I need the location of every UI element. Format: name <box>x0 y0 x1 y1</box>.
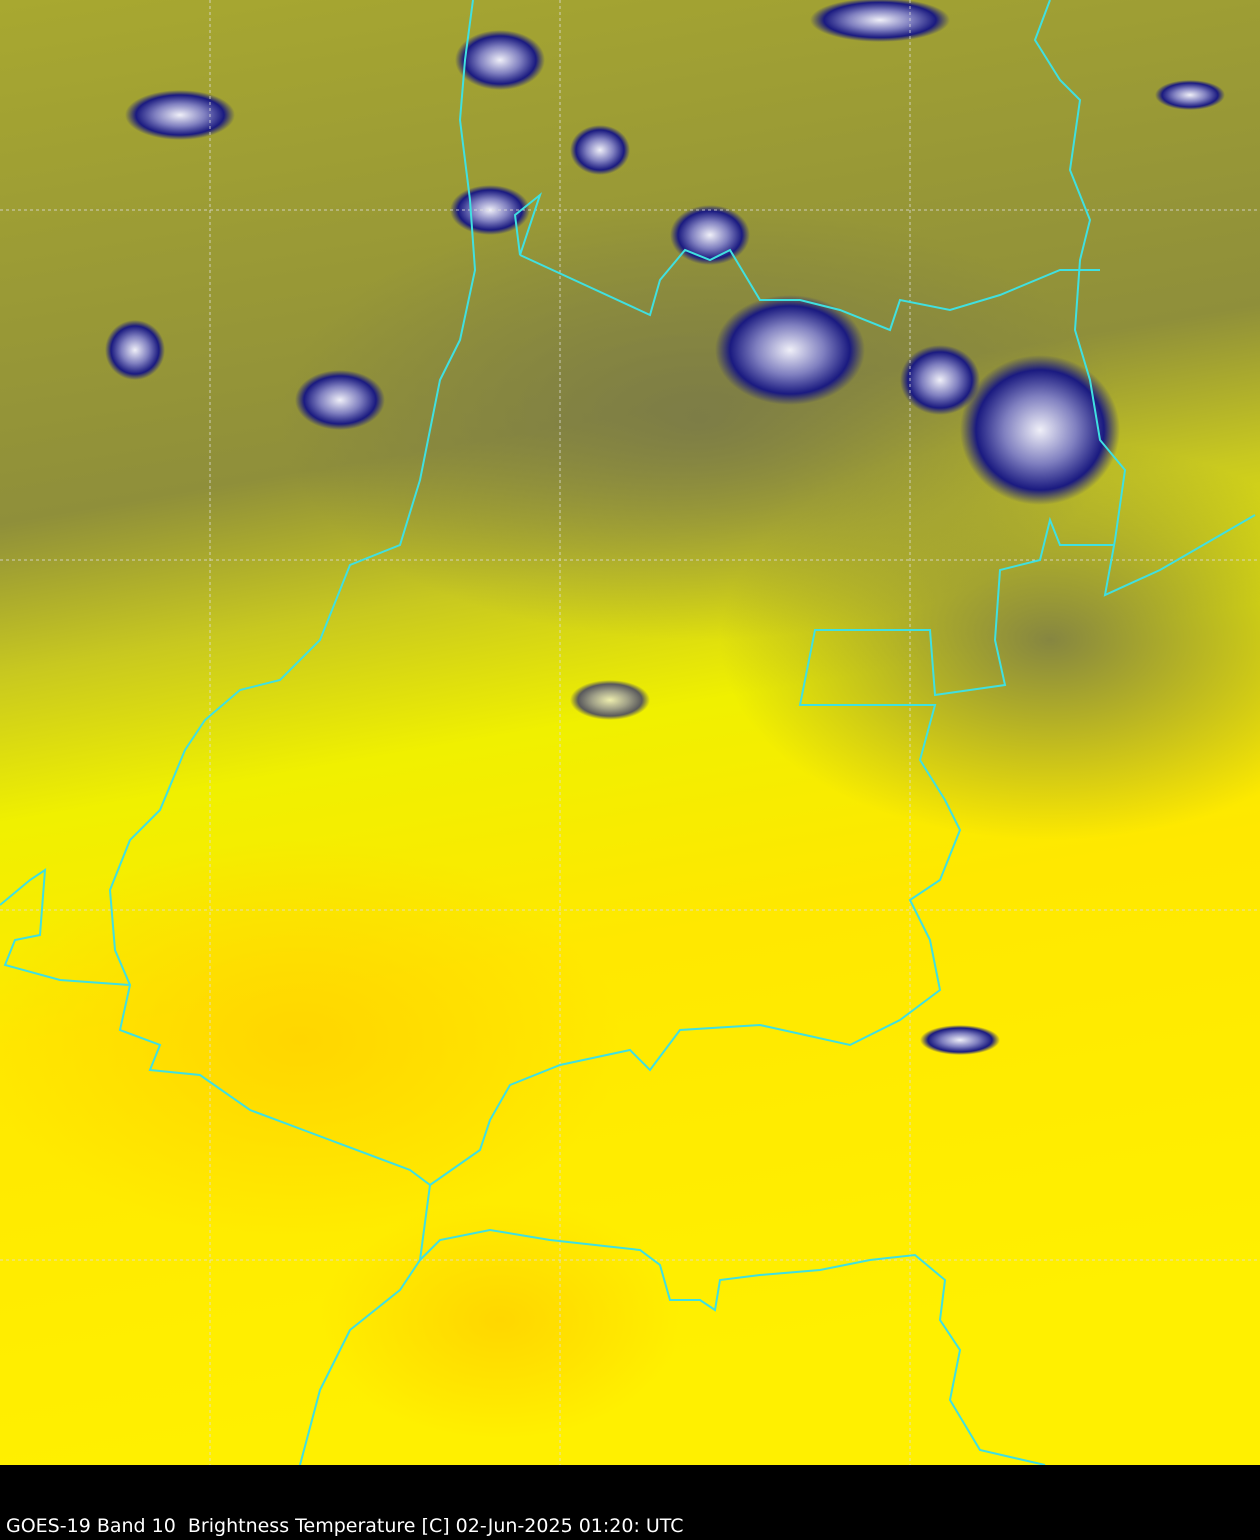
political-borders <box>0 0 1256 1465</box>
image-caption: GOES-19 Band 10 Brightness Temperature [… <box>6 1515 684 1537</box>
satellite-map <box>0 0 1260 1465</box>
grid-lines <box>0 0 1260 1465</box>
warm-surface-region <box>0 840 620 1240</box>
cold-cloud-tops <box>105 0 1225 1055</box>
warm-surface-region <box>320 1200 680 1440</box>
